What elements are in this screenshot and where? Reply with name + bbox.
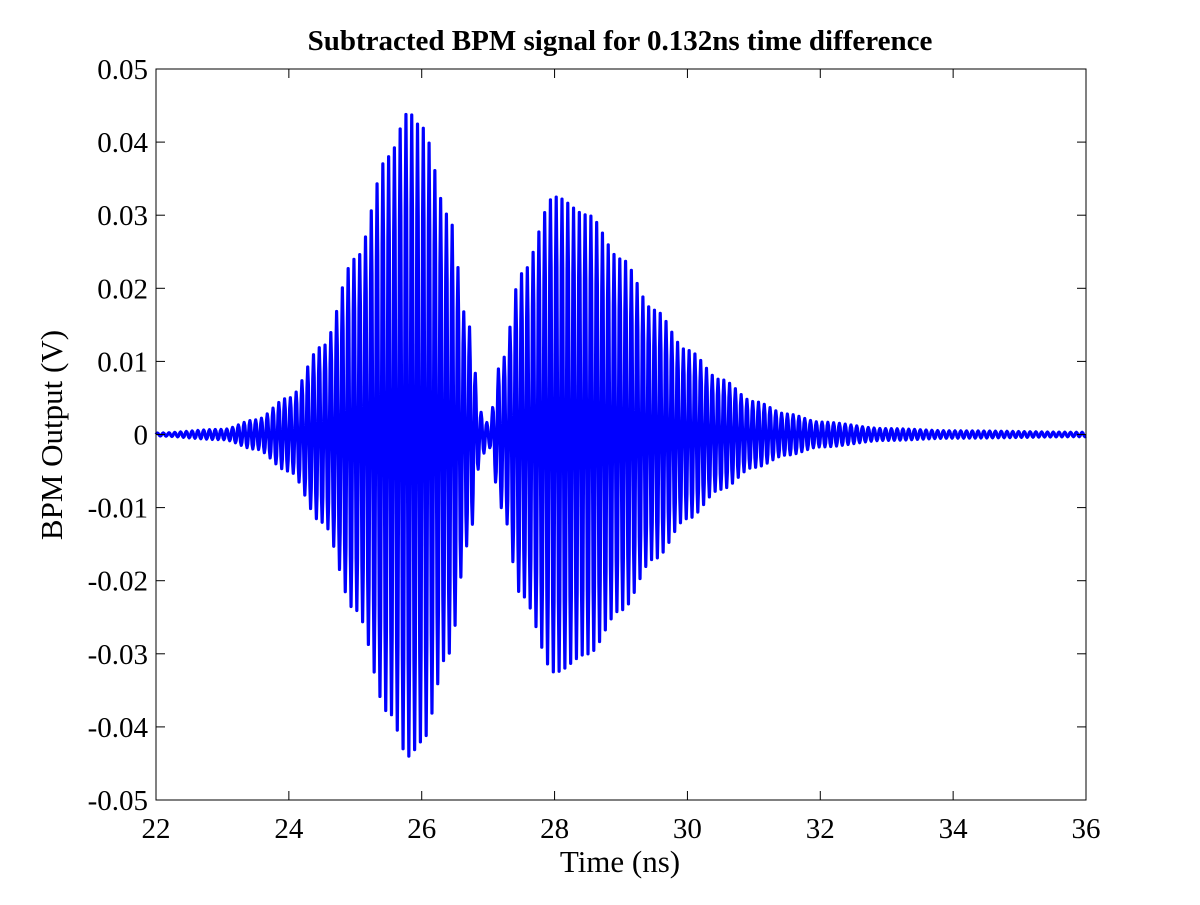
y-tick-label: -0.02 <box>88 566 148 598</box>
y-tick-label: 0.04 <box>97 127 148 159</box>
y-tick-label: -0.05 <box>88 785 148 817</box>
y-tick-label: 0.05 <box>97 54 148 86</box>
y-tick-label: -0.03 <box>88 639 148 671</box>
y-tick-label: 0 <box>134 420 149 452</box>
x-axis-label: Time (ns) <box>560 844 680 879</box>
y-axis-label: BPM Output (V) <box>34 330 69 540</box>
y-tick-label: 0.03 <box>97 200 148 232</box>
y-tick-label: 0.01 <box>97 346 148 378</box>
x-tick-label: 32 <box>806 813 835 845</box>
x-tick-label: 22 <box>142 813 171 845</box>
x-tick-label: 30 <box>673 813 702 845</box>
chart-title: Subtracted BPM signal for 0.132ns time d… <box>308 25 933 57</box>
x-tick-label: 36 <box>1072 813 1101 845</box>
y-tick-label: -0.01 <box>88 493 148 525</box>
x-tick-label: 24 <box>274 813 304 845</box>
x-tick-label: 26 <box>407 813 436 845</box>
x-tick-label: 28 <box>540 813 569 845</box>
signal-line <box>154 112 1087 758</box>
x-tick-label: 34 <box>939 813 969 845</box>
y-tick-label: 0.02 <box>97 273 148 305</box>
tick-marks <box>155 68 1087 801</box>
y-tick-label: -0.04 <box>88 712 149 744</box>
tick-labels: 22 24 26 28 30 32 34 36 -0.05 -0.04 -0.03 -0.02 -0.0… <box>88 54 1101 845</box>
plot-area <box>154 112 1087 758</box>
